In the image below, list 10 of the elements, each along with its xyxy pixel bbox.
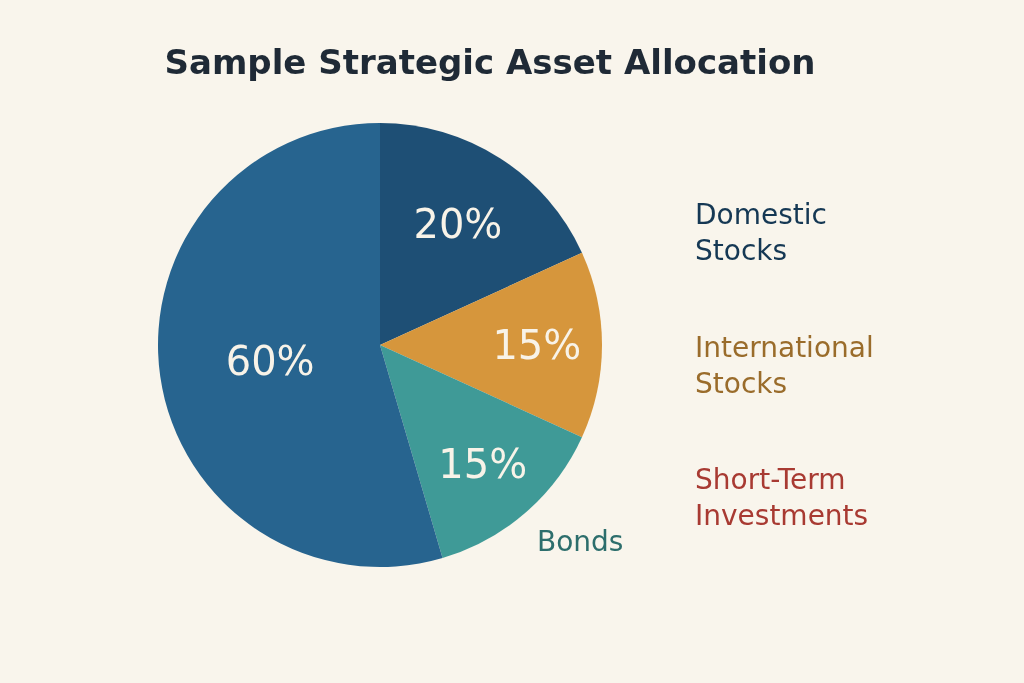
data-label: 60% (225, 337, 315, 384)
data-label: 15% (492, 322, 582, 368)
slice-label: Bonds (537, 525, 624, 558)
chart-title: Sample Strategic Asset Allocation (164, 41, 816, 82)
text: Short-Term Investments (695, 463, 869, 533)
data-label: 20% (413, 200, 503, 247)
slice-label: International Stocks (695, 331, 874, 401)
slice-label: Domestic Stocks (695, 198, 827, 268)
pie-slice (380, 252, 602, 438)
data-label: 15% (438, 440, 528, 487)
